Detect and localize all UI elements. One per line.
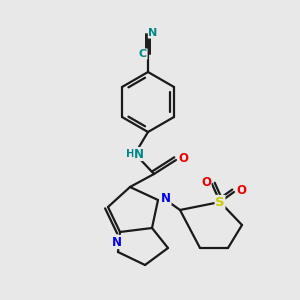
Text: H: H — [126, 149, 134, 159]
Text: N: N — [148, 28, 158, 38]
Text: S: S — [215, 196, 225, 208]
Text: N: N — [161, 191, 171, 205]
Text: O: O — [178, 152, 188, 166]
Text: N: N — [134, 148, 144, 160]
Text: O: O — [201, 176, 211, 190]
Text: N: N — [112, 236, 122, 248]
Text: C: C — [139, 49, 147, 59]
Text: O: O — [236, 184, 246, 197]
